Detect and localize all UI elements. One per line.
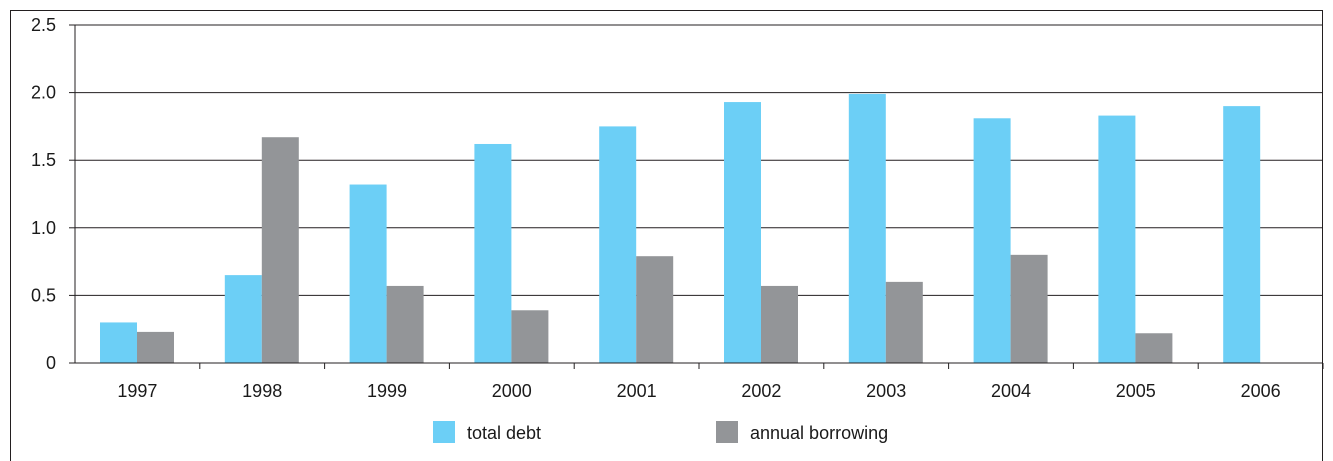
y-tick-label: 0.5: [31, 285, 56, 305]
x-tick-label: 2001: [617, 381, 657, 401]
y-tick-label: 2.0: [31, 83, 56, 103]
y-tick-label: 1.0: [31, 218, 56, 238]
x-tick-label: 2003: [866, 381, 906, 401]
x-tick-label: 2005: [1116, 381, 1156, 401]
bar-total-debt-2006: [1223, 106, 1261, 364]
x-tick-label: 2002: [741, 381, 781, 401]
bar-annual-borrowing-2004: [1010, 254, 1048, 363]
y-tick-label: 1.5: [31, 150, 56, 170]
x-tick-label: 2004: [991, 381, 1031, 401]
chart-frame: [10, 10, 1323, 461]
bar-annual-borrowing-2001: [636, 256, 674, 363]
bar-annual-borrowing-2003: [885, 281, 923, 363]
y-tick-label: 2.5: [31, 15, 56, 35]
bar-total-debt-2002: [724, 102, 761, 364]
x-tick-label: 1997: [117, 381, 157, 401]
x-tick-label: 1999: [367, 381, 407, 401]
legend-swatch-total-debt: [433, 421, 455, 443]
x-tick-label: 2000: [492, 381, 532, 401]
bar-total-debt-2005: [1098, 115, 1136, 363]
bar-total-debt-2004: [973, 118, 1011, 364]
bar-total-debt-2001: [599, 126, 637, 364]
bar-annual-borrowing-2000: [511, 310, 549, 363]
legend-label-annual-borrowing: annual borrowing: [750, 423, 888, 443]
bar-annual-borrowing-1997: [137, 331, 174, 363]
legend-label-total-debt: total debt: [467, 423, 541, 443]
bar-total-debt-2000: [474, 143, 512, 363]
bar-annual-borrowing-1999: [386, 285, 424, 363]
y-tick-label: 0: [46, 353, 56, 373]
bar-annual-borrowing-2002: [761, 285, 798, 363]
legend-swatch-annual-borrowing: [716, 421, 738, 443]
bar-annual-borrowing-1998: [261, 137, 299, 363]
bar-total-debt-2003: [848, 93, 886, 364]
bar-total-debt-1998: [224, 275, 262, 363]
x-tick-label: 2006: [1241, 381, 1281, 401]
bar-total-debt-1997: [100, 322, 137, 363]
bar-total-debt-1999: [349, 184, 387, 363]
bar-annual-borrowing-2005: [1135, 333, 1173, 363]
x-tick-label: 1998: [242, 381, 282, 401]
